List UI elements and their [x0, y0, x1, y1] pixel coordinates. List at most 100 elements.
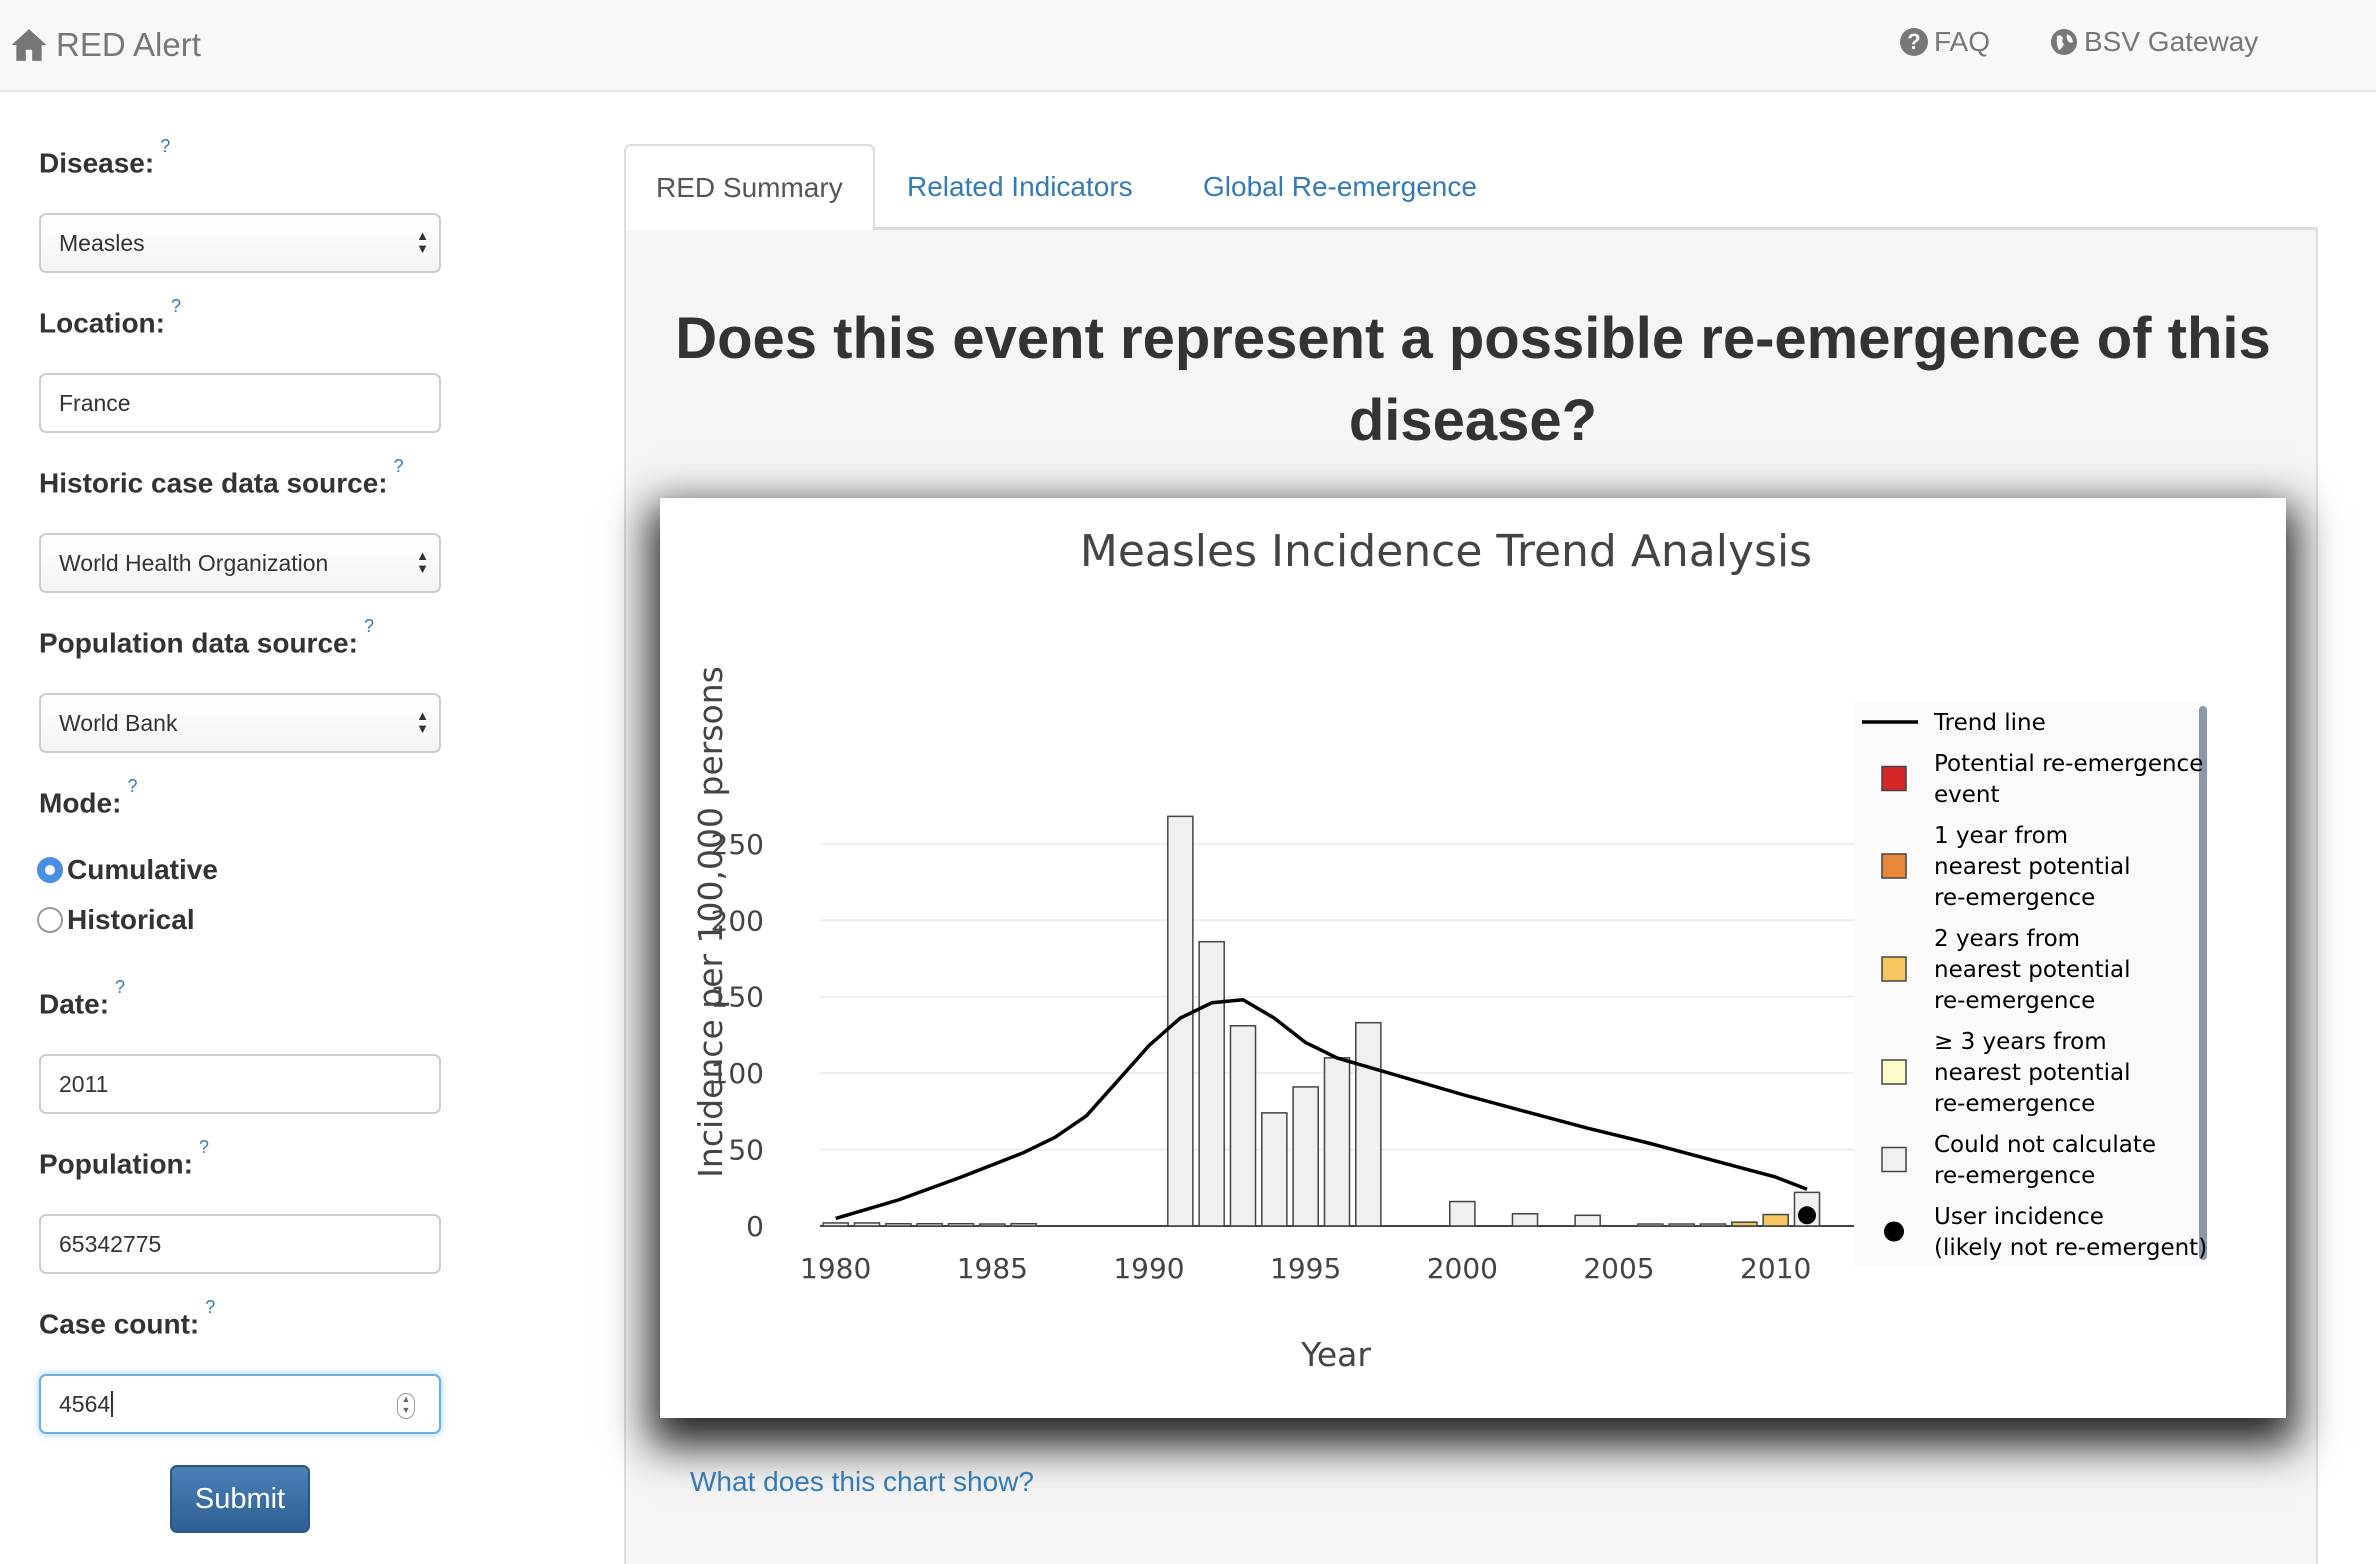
legend-label: re-emergence — [1934, 988, 2095, 1014]
incidence-trend-chart: Measles Incidence Trend Analysis 0 50 100 15… — [691, 526, 2208, 1374]
legend-label: 2 years from — [1934, 926, 2080, 952]
location-input-value: France — [59, 389, 131, 416]
legend-swatch-potential — [1881, 765, 1907, 792]
red-summary-panel: Does this event represent a possible re-… — [624, 230, 2318, 1564]
legend-swatch-one_year — [1881, 853, 1907, 879]
user-incidence-point — [1798, 1206, 1816, 1225]
mode-radio-cumulative[interactable]: Cumulative — [37, 854, 218, 886]
number-spinner-icon[interactable]: ▲ ▼ — [397, 1393, 415, 1419]
tab-bar: RED Summary Related Indicators Global Re… — [624, 144, 2318, 233]
tab-related-indicators[interactable]: Related Indicators — [907, 171, 1133, 202]
legend-symbol-user-point — [1884, 1221, 1904, 1242]
legend-label: Trend line — [1933, 710, 2046, 736]
location-label: Location:? — [39, 296, 182, 339]
bar — [822, 1222, 849, 1227]
faq-link[interactable]: ? FAQ — [1900, 20, 1990, 64]
home-icon — [11, 29, 47, 61]
case-count-help-icon[interactable]: ? — [205, 1297, 216, 1317]
mode-radio-historical[interactable]: Historical — [37, 904, 195, 936]
bar — [1731, 1221, 1758, 1227]
disease-select[interactable]: Measles ▲ ▼ — [39, 213, 441, 273]
legend-label: nearest potential — [1934, 854, 2131, 880]
bar — [1292, 1086, 1319, 1227]
text-cursor — [111, 1391, 114, 1417]
disease-help-icon[interactable]: ? — [160, 136, 171, 156]
chart-title: Measles Incidence Trend Analysis — [1080, 526, 1812, 577]
population-source-value: World Bank — [59, 709, 178, 736]
population-source-select[interactable]: World Bank ▲ ▼ — [39, 693, 441, 753]
x-tick-label: 2000 — [1427, 1252, 1498, 1285]
bar — [1010, 1222, 1037, 1227]
bar — [1574, 1214, 1601, 1227]
bar — [885, 1222, 912, 1227]
bar — [1668, 1223, 1695, 1227]
mode-option-label: Historical — [67, 904, 195, 935]
y-tick-label: 100 — [711, 1057, 764, 1090]
submit-button[interactable]: Submit — [170, 1465, 310, 1533]
population-help-icon[interactable]: ? — [198, 1137, 209, 1157]
top-navbar: RED Alert ? FAQ BSV Gateway — [0, 0, 2376, 92]
gateway-label: BSV Gateway — [2084, 26, 2259, 57]
y-tick-label: 200 — [711, 904, 764, 937]
y-axis-title: Incidence per 100,000 persons — [691, 666, 730, 1178]
bar — [853, 1222, 881, 1227]
legend-label: Potential re-emergence — [1934, 751, 2203, 777]
bar — [1511, 1213, 1539, 1227]
select-arrows-icon: ▲ ▼ — [416, 708, 429, 736]
bar — [1449, 1200, 1476, 1227]
radio-button[interactable] — [37, 907, 63, 933]
date-input[interactable]: 2011 — [39, 1054, 441, 1114]
legend-label: ≥ 3 years from — [1934, 1029, 2107, 1055]
location-input[interactable]: France — [39, 373, 441, 433]
bar — [1699, 1223, 1727, 1227]
bar — [1167, 815, 1194, 1227]
bar — [979, 1223, 1006, 1227]
legend-label: re-emergence — [1934, 1091, 2095, 1117]
brand-link[interactable]: RED Alert — [10, 20, 201, 70]
select-arrows-icon: ▲ ▼ — [416, 548, 429, 576]
historic-help-icon[interactable]: ? — [393, 456, 404, 476]
case-count-input[interactable]: 4564 ▲ ▼ — [39, 1374, 441, 1434]
x-tick-label: 2005 — [1583, 1252, 1654, 1285]
bar — [916, 1222, 943, 1227]
x-tick-label: 1995 — [1270, 1252, 1341, 1285]
tab-global-re-emergence[interactable]: Global Re-emergence — [1203, 171, 1477, 202]
bsv-gateway-link[interactable]: BSV Gateway — [2050, 20, 2258, 64]
legend-swatch-not_calc — [1881, 1146, 1907, 1173]
population-input-value: 65342775 — [59, 1230, 162, 1257]
bar — [1762, 1213, 1789, 1227]
tab-red-summary[interactable]: RED Summary — [624, 144, 875, 233]
disease-select-value: Measles — [59, 229, 145, 256]
historic-source-select[interactable]: World Health Organization ▲ ▼ — [39, 533, 441, 593]
radio-button-checked[interactable] — [37, 857, 63, 883]
population-source-help-icon[interactable]: ? — [363, 616, 374, 636]
legend-scrollbar — [2199, 706, 2207, 1260]
mode-option-label: Cumulative — [67, 854, 218, 885]
historic-source-value: World Health Organization — [59, 549, 329, 576]
x-tick-label: 2010 — [1740, 1252, 1811, 1285]
chart-help-link[interactable]: What does this chart show? — [690, 1466, 1034, 1497]
question-circle-icon: ? — [1900, 28, 1928, 56]
y-tick-label: 250 — [711, 828, 764, 861]
date-help-icon[interactable]: ? — [115, 977, 126, 997]
page-question: Does this event represent a possible re-… — [675, 306, 2271, 453]
legend-label: event — [1934, 782, 2000, 808]
legend-label: Could not calculate — [1934, 1132, 2156, 1158]
globe-icon — [2051, 29, 2077, 55]
population-label: Population:? — [39, 1137, 209, 1180]
bar — [1323, 1057, 1351, 1227]
bar — [947, 1222, 975, 1227]
trend-line — [835, 998, 1808, 1221]
x-tick-label: 1990 — [1113, 1252, 1184, 1285]
query-form: Disease:? Measles ▲ ▼ Location:? France H… — [0, 92, 600, 1564]
disease-label: Disease:? — [39, 136, 171, 179]
mode-help-icon[interactable]: ? — [127, 776, 138, 796]
bar — [1261, 1112, 1288, 1227]
legend-label: nearest potential — [1934, 1060, 2131, 1086]
legend-label: 1 year from — [1934, 823, 2068, 849]
mode-label: Mode:? — [39, 776, 138, 819]
population-input[interactable]: 65342775 — [39, 1214, 441, 1274]
historic-source-label: Historic case data source:? — [39, 456, 404, 499]
population-source-label: Population data source:? — [39, 616, 374, 659]
location-help-icon[interactable]: ? — [171, 296, 182, 316]
